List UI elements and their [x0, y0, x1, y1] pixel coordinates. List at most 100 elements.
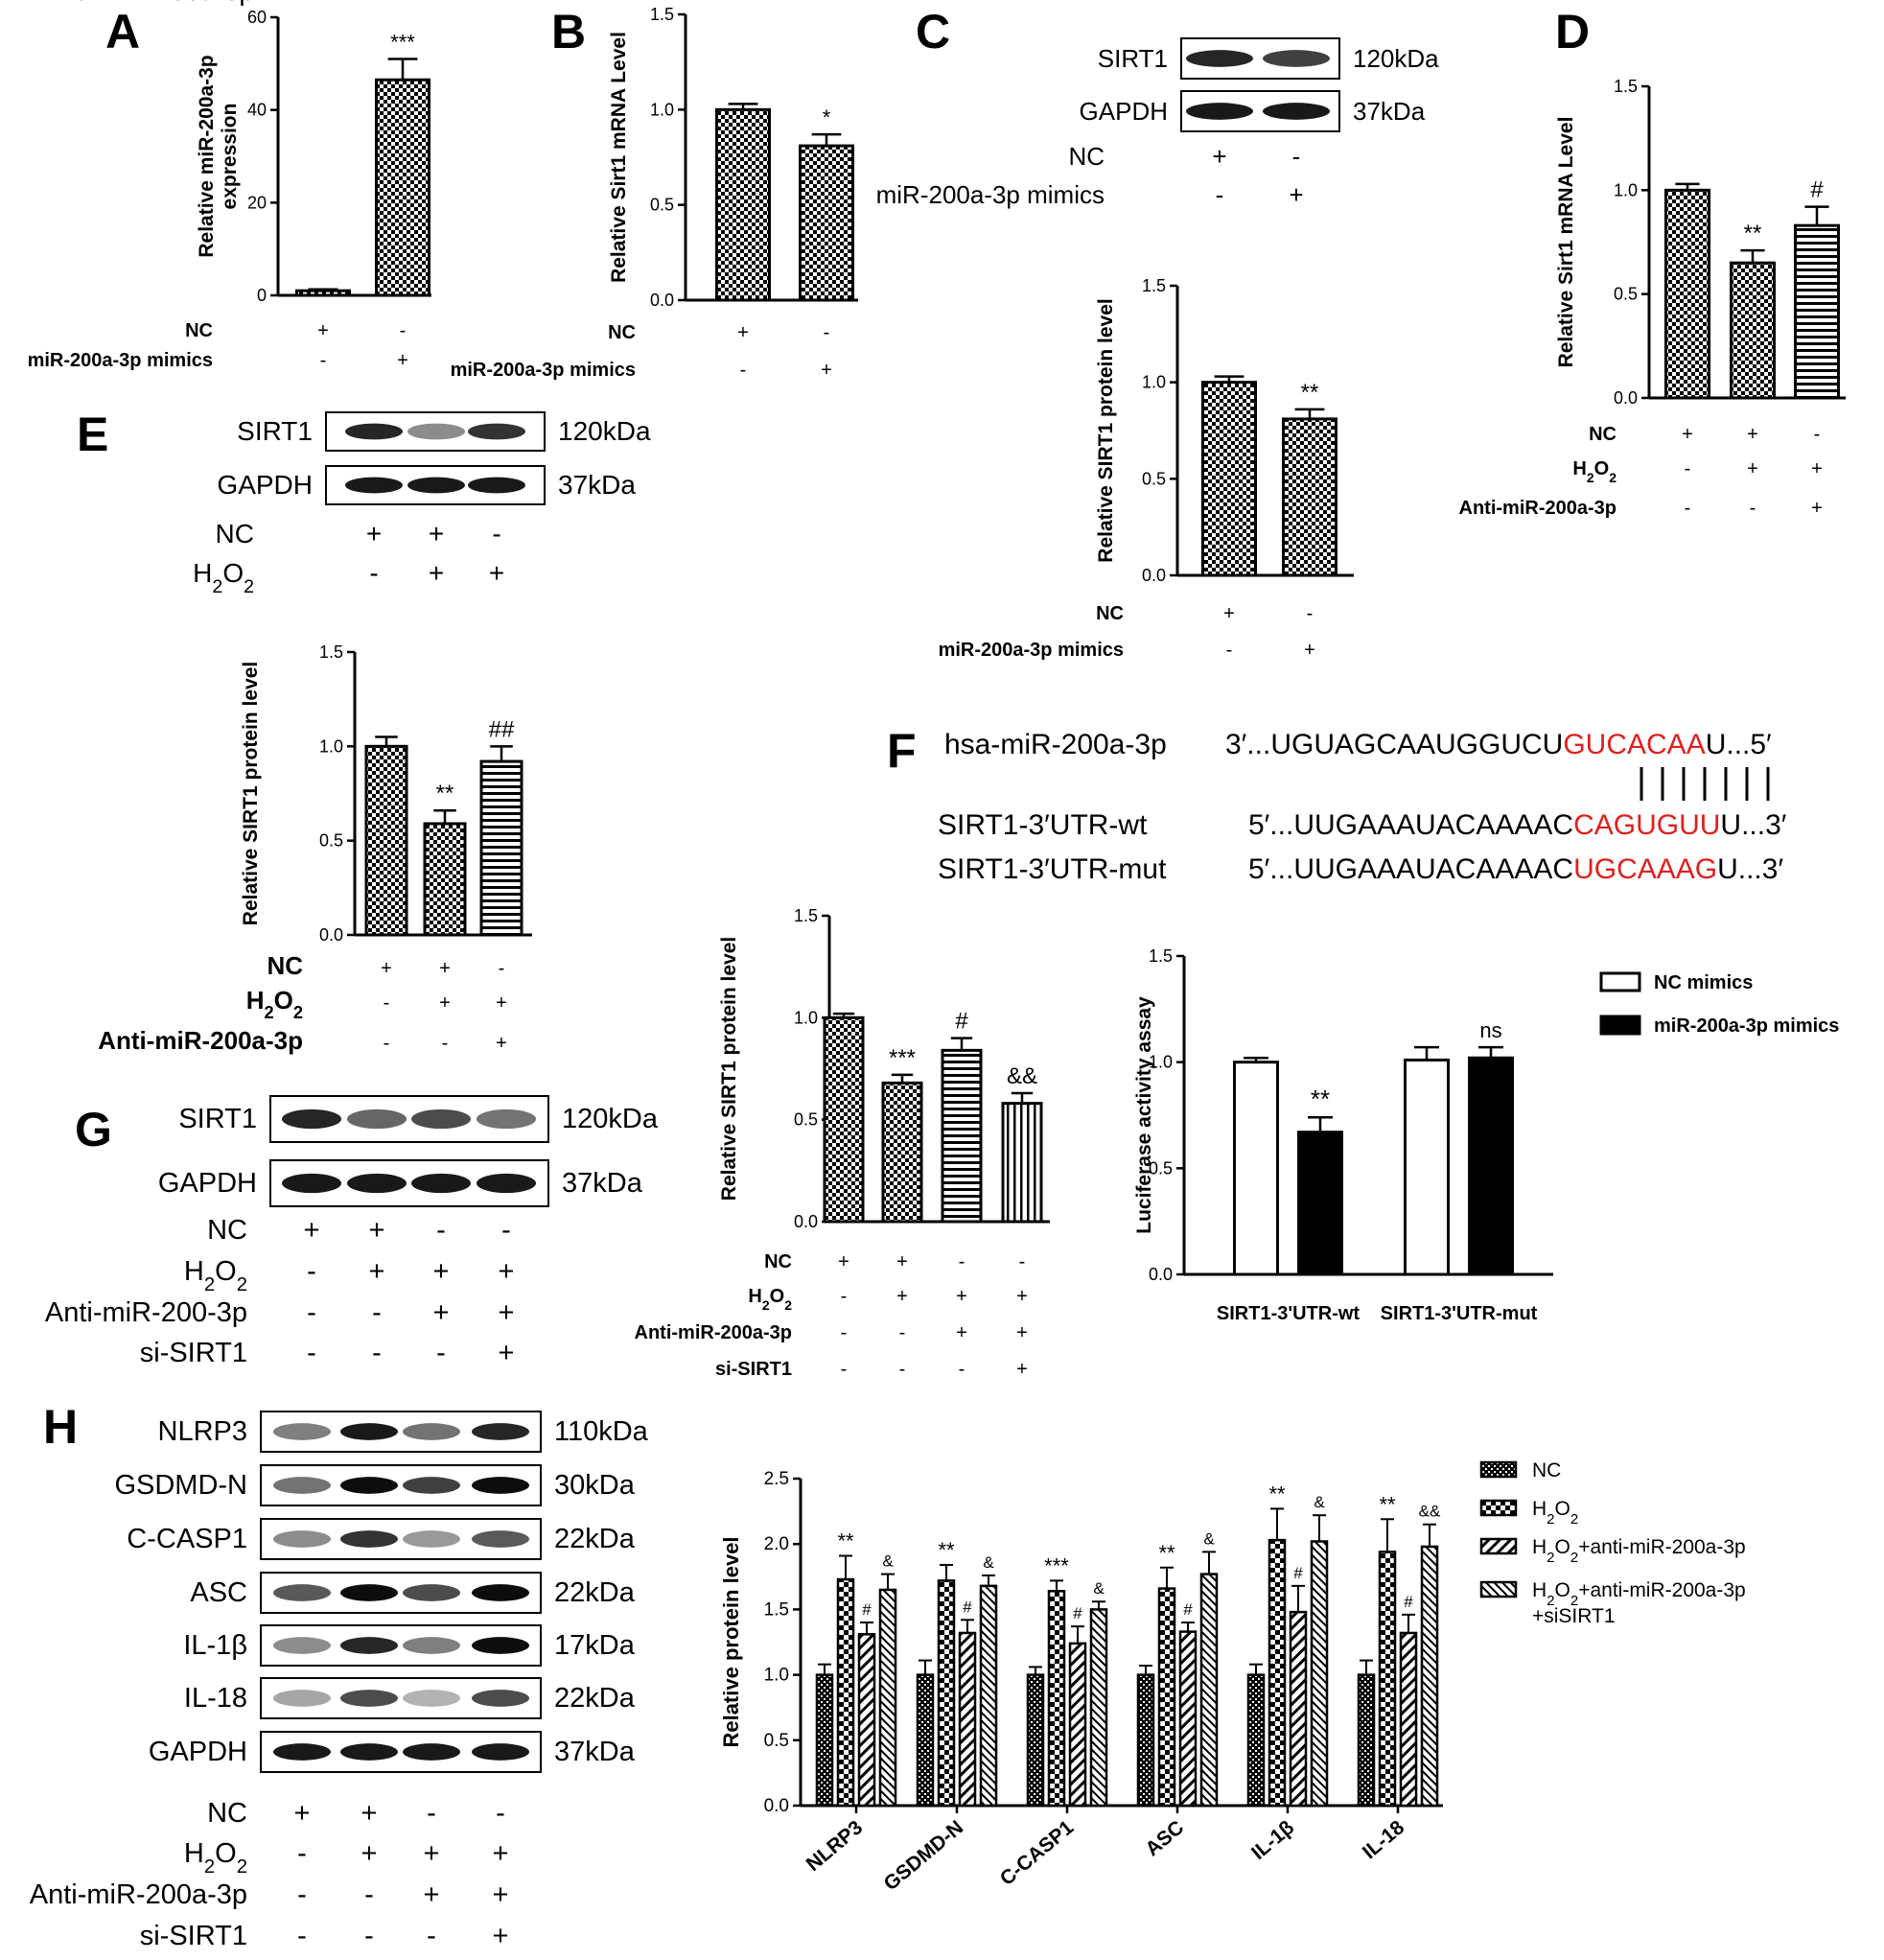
bar	[1310, 1540, 1329, 1808]
blot-protein-label: SIRT1	[237, 416, 313, 446]
blot-condition-sign: -	[496, 1798, 505, 1829]
blot-band	[472, 1423, 529, 1440]
y-axis-title: Relative protein level	[719, 1536, 743, 1747]
y-tick-label: 0.5	[794, 1110, 818, 1130]
label-part: H	[1572, 458, 1586, 479]
condition-sign: -	[384, 992, 390, 1014]
label-part: H	[184, 1256, 204, 1287]
y-tick-label: 1.5	[1149, 946, 1173, 966]
blot-condition-sign: -	[501, 1215, 511, 1246]
condition-sign: +	[1811, 498, 1823, 519]
bar-chart-e: 0.0 0.5 1.0 1.5 Relative SIRT1 protein level…	[98, 642, 532, 1055]
significance-mark: ##	[489, 716, 515, 742]
condition-sign: -	[1685, 498, 1691, 519]
significance-mark: #	[1404, 1593, 1413, 1611]
legend-label-part: H	[1532, 1536, 1547, 1558]
blot-condition-label: H2O2	[193, 558, 254, 597]
condition-label: Anti-miR-200a-3p	[1459, 498, 1617, 519]
blot-band	[1186, 50, 1253, 67]
significance-mark: #	[1073, 1604, 1082, 1622]
y-tick-label: 1.0	[650, 100, 674, 119]
blot-condition-sign: -	[364, 1879, 374, 1910]
label-part: 2	[762, 1297, 770, 1313]
blot-size-label: 37kDa	[562, 1168, 643, 1199]
label-part: O	[215, 1838, 237, 1869]
blot-condition-label: si-SIRT1	[140, 1921, 247, 1951]
blot-band	[340, 1530, 398, 1548]
significance-mark: &&	[1007, 1063, 1037, 1089]
blot-band	[472, 1690, 529, 1707]
condition-sign: +	[956, 1286, 967, 1307]
label-part: 2	[293, 1003, 303, 1022]
panel-label-h: H	[43, 1400, 78, 1454]
blot-band	[273, 1637, 331, 1654]
significance-mark: &&	[1419, 1503, 1441, 1521]
wt-sequence: 5′...UUGAAAUACAAAACCAGUGUUU...3′	[1248, 809, 1787, 841]
mut-seq-5: 5′...UUGAAAUACAAAAC	[1248, 853, 1573, 885]
x-category-label: ASC	[1141, 1816, 1188, 1860]
condition-sign: +	[496, 1033, 507, 1054]
western-blot-c: SIRT1 120kDa GAPDH 37kDa NC + - miR-200a-3p mim…	[876, 37, 1439, 209]
blot-band	[347, 1173, 407, 1194]
label-part: H	[246, 986, 265, 1015]
mir-seq-5: 3′...UGUAGCAAUGGUCU	[1225, 729, 1563, 760]
condition-label: miR-200a-3p mimics	[939, 640, 1124, 661]
y-tick-label: 20	[247, 193, 267, 212]
legend-label-part: 2	[1547, 1511, 1554, 1528]
y-tick-label: 0.5	[1142, 469, 1166, 488]
y-tick-label: 60	[247, 8, 267, 27]
condition-sign: -	[841, 1359, 848, 1380]
bar	[1089, 1608, 1108, 1808]
blot-band	[340, 1584, 398, 1601]
blot-size-label: 17kDa	[554, 1630, 636, 1661]
significance-mark: #	[1183, 1600, 1193, 1619]
legend-label-part: O	[1555, 1579, 1570, 1601]
blot-band	[340, 1743, 398, 1761]
x-category-label: GSDMD-N	[880, 1816, 968, 1895]
legend-label-part: 2	[1570, 1550, 1578, 1566]
y-tick-label: 1.5	[1614, 77, 1638, 96]
bar	[1297, 1131, 1343, 1276]
bar	[836, 1577, 855, 1808]
condition-sign: +	[1223, 603, 1235, 624]
blot-condition-sign: +	[361, 1838, 378, 1869]
y-tick-label: 0.0	[650, 291, 674, 310]
blot-band	[1263, 50, 1330, 67]
label-part: 2	[212, 576, 222, 597]
blot-size-label: 37kDa	[558, 470, 636, 500]
y-tick-label: 0.0	[764, 1796, 789, 1816]
blot-band	[347, 1108, 407, 1130]
y-tick-label: 0.0	[319, 925, 343, 945]
blot-condition-sign: -	[364, 1921, 374, 1951]
bar	[423, 822, 467, 937]
legend-label: +siSIRT1	[1532, 1605, 1616, 1627]
bar	[1233, 1061, 1279, 1276]
bar	[1246, 1673, 1266, 1808]
blot-condition-sign: +	[493, 1921, 509, 1951]
blot-band	[477, 1173, 536, 1194]
condition-label: H2O2	[246, 986, 303, 1022]
y-tick-label: 0.5	[1149, 1158, 1173, 1178]
label-part: O	[770, 1286, 785, 1307]
blot-size-label: 120kDa	[1353, 44, 1439, 73]
bar	[941, 1048, 983, 1224]
legend-swatch	[1479, 1580, 1518, 1598]
condition-sign: +	[1747, 424, 1758, 445]
blot-condition-label: si-SIRT1	[140, 1338, 247, 1368]
bar	[799, 144, 854, 302]
blot-band	[282, 1173, 341, 1194]
bar	[1664, 188, 1710, 400]
bar	[375, 78, 430, 297]
legend-label-part: O	[1555, 1536, 1570, 1558]
bar	[1468, 1056, 1514, 1276]
condition-sign: +	[896, 1251, 908, 1272]
significance-mark: **	[1158, 1541, 1175, 1565]
condition-sign: -	[841, 1322, 848, 1343]
bar-chart-g: 0.0 0.5 1.0 1.5 Relative SIRT1 protein level…	[635, 906, 1050, 1380]
bar	[1378, 1551, 1397, 1808]
x-category-label: SIRT1-3'UTR-wt	[1217, 1303, 1361, 1324]
y-tick-label: 0	[257, 286, 267, 305]
condition-sign: -	[442, 1033, 449, 1054]
blot-band	[345, 477, 403, 494]
blot-band	[340, 1690, 398, 1707]
